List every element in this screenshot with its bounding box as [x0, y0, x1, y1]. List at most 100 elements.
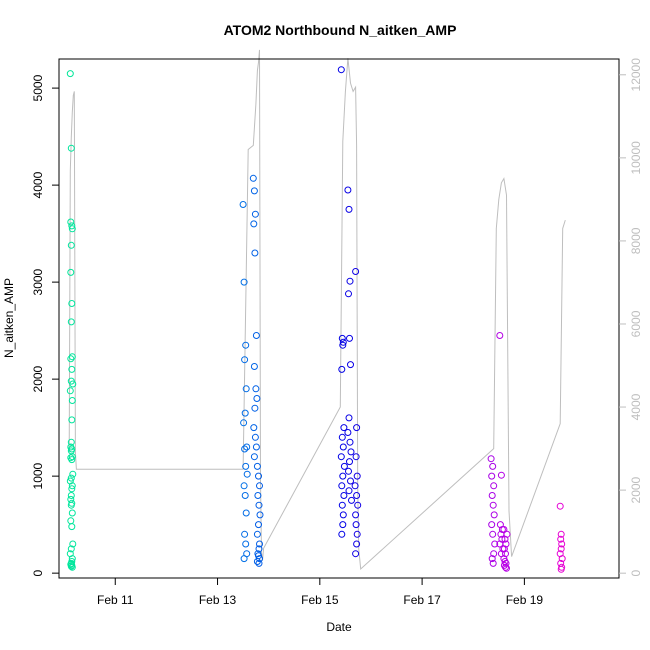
- data-point: [502, 550, 509, 558]
- data-point: [489, 559, 497, 567]
- chart-title: ATOM2 Northbound N_aitken_AMP: [224, 22, 457, 38]
- y-axis-right: 0 2000 4000 6000 8000 10000 12000: [619, 58, 643, 577]
- data-point: [253, 395, 261, 402]
- data-point: [250, 187, 258, 195]
- data-point: [239, 201, 247, 208]
- data-point: [256, 540, 263, 548]
- data-point: [558, 540, 566, 548]
- data-point: [340, 424, 348, 432]
- data-point: [242, 540, 250, 548]
- data-point: [250, 220, 258, 228]
- data-point: [66, 70, 74, 78]
- data-point: [347, 448, 355, 456]
- data-point: [240, 482, 248, 490]
- data-point: [490, 550, 498, 558]
- y2-tick-label: 6000: [629, 310, 643, 337]
- data-point: [241, 492, 249, 499]
- data-point: [503, 564, 510, 572]
- data-point: [252, 385, 260, 393]
- y-tick-label: 3000: [31, 268, 45, 295]
- data-point: [67, 268, 75, 276]
- data-point: [344, 186, 352, 194]
- data-point: [352, 453, 360, 461]
- data-point: [255, 545, 263, 553]
- data-point: [338, 334, 346, 342]
- x-tick-label: Feb 19: [506, 593, 544, 607]
- data-point: [345, 487, 353, 495]
- data-point: [242, 341, 250, 349]
- data-point: [67, 495, 75, 503]
- data-point: [68, 397, 76, 404]
- data-point: [352, 550, 360, 558]
- data-point: [68, 482, 76, 490]
- data-point: [489, 501, 497, 509]
- data-point: [255, 559, 263, 567]
- data-point: [253, 462, 261, 470]
- data-point: [242, 462, 250, 470]
- plot-frame: [58, 58, 620, 579]
- data-point: [489, 462, 497, 470]
- x-axis: Feb 11 Feb 13 Feb 15 Feb 17 Feb 19: [97, 578, 543, 607]
- y2-tick-label: 2000: [629, 476, 643, 503]
- x-axis-label: Date: [326, 620, 352, 634]
- data-point: [337, 453, 345, 461]
- data-point: [344, 429, 352, 436]
- data-point: [500, 526, 508, 533]
- data-point: [67, 355, 75, 363]
- data-point: [346, 277, 354, 285]
- data-point: [558, 555, 566, 563]
- data-point: [255, 472, 262, 480]
- data-point: [68, 353, 76, 361]
- y2-tick-label: 12000: [629, 58, 643, 92]
- y-tick-label: 0: [31, 569, 45, 576]
- data-point: [346, 334, 353, 342]
- data-point: [66, 387, 74, 395]
- data-point: [67, 501, 75, 509]
- data-point: [353, 540, 361, 548]
- data-point: [340, 492, 348, 499]
- data-point: [242, 509, 250, 517]
- data-point: [346, 458, 353, 466]
- data-point: [352, 511, 360, 519]
- data-point: [353, 472, 361, 480]
- data-point: [488, 472, 496, 480]
- data-point: [240, 278, 248, 286]
- data-point: [243, 470, 251, 478]
- data-point: [241, 409, 249, 417]
- data-point: [68, 222, 76, 230]
- data-point: [67, 492, 75, 499]
- data-point: [67, 562, 75, 570]
- y-tick-label: 2000: [31, 365, 45, 392]
- data-point: [496, 332, 504, 339]
- data-point: [255, 521, 262, 529]
- data-point: [338, 433, 346, 441]
- data-point: [352, 268, 360, 275]
- y-axis-left: 0 1000 2000 3000 4000 5000: [31, 74, 59, 576]
- y-axis-label: N_aitken_AMP: [2, 278, 16, 358]
- data-point: [347, 361, 354, 369]
- data-point: [502, 540, 510, 548]
- data-point: [345, 205, 353, 213]
- data-point: [340, 462, 348, 470]
- data-point: [256, 511, 264, 519]
- data-point: [488, 555, 496, 563]
- data-point: [252, 443, 260, 451]
- data-point: [339, 341, 347, 349]
- data-point: [68, 456, 76, 464]
- data-point: [249, 174, 257, 182]
- data-point: [338, 482, 346, 490]
- data-point: [68, 453, 76, 461]
- data-point: [345, 290, 352, 298]
- data-point: [68, 509, 76, 517]
- y-tick-label: 5000: [31, 74, 45, 101]
- data-point: [254, 492, 262, 499]
- data-point: [69, 380, 77, 388]
- data-point: [256, 482, 263, 490]
- data-point: [345, 414, 353, 422]
- data-point: [339, 472, 347, 480]
- data-point: [338, 501, 346, 509]
- data-point: [67, 218, 75, 226]
- y2-tick-label: 8000: [629, 227, 643, 254]
- data-point: [250, 424, 258, 432]
- y2-tick-label: 10000: [629, 141, 643, 175]
